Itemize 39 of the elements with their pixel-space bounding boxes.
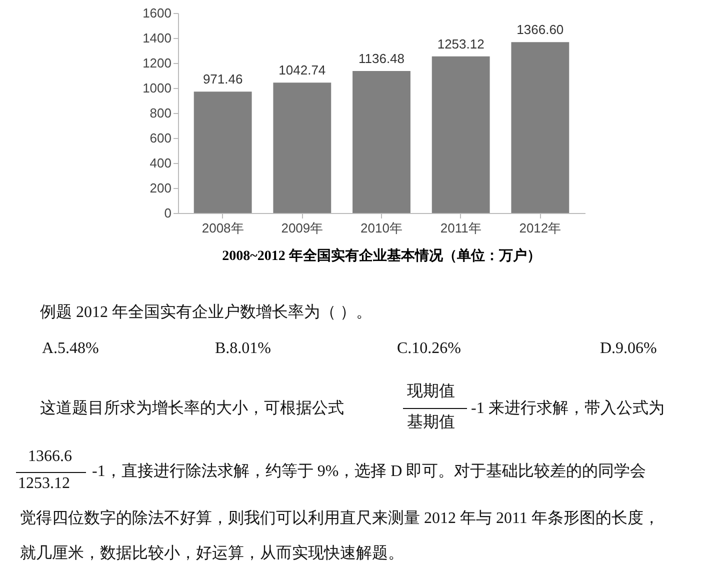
y-tick-label: 200 (150, 180, 172, 196)
text: 这道题目所求为增长率的大小，可根据公式 (40, 398, 344, 419)
text: 觉得四位数字的除法不好算，则我们可以利用直尺来测量 2012 年与 2011 年条形图的长度， (20, 508, 660, 529)
text: B.8.01% (215, 340, 271, 358)
y-tick-label: 1200 (142, 56, 172, 70)
text: -1 来进行求解，带入公式为 (471, 398, 664, 419)
text: 基期值 (407, 412, 455, 433)
text: C.10.26% (397, 340, 461, 358)
data-label: 1253.12 (437, 36, 484, 52)
text: 例题 2012 年全国实有企业户数增长率为（ ）。 (40, 302, 372, 323)
x-tick-label: 2012年 (519, 220, 562, 236)
x-tick-label: 2009年 (281, 220, 324, 236)
text: D.9.06% (600, 340, 657, 358)
x-tick-label: 2008年 (202, 220, 244, 236)
y-tick-label: 1400 (142, 30, 172, 46)
y-tick-label: 0 (164, 206, 172, 220)
bar (273, 82, 332, 213)
text: 2008~2012 年全国实有企业基本情况（单位：万户） (222, 247, 541, 264)
bar (352, 70, 410, 213)
text: 现期值 (407, 382, 455, 402)
data-label: 971.46 (202, 72, 243, 87)
data-label: 1136.48 (358, 50, 405, 66)
text: 1253.12 (18, 475, 70, 493)
y-tick-label: 400 (150, 156, 172, 170)
text: -1，直接进行除法求解，约等于 9%，选择 D 即可。对于基础比较差的的同学会 (92, 462, 646, 482)
bar (194, 92, 252, 213)
text: A.5.48% (42, 340, 99, 358)
bar (511, 42, 570, 213)
bar (432, 56, 490, 213)
y-tick-label: 800 (150, 106, 172, 120)
y-tick-label: 600 (150, 130, 172, 146)
x-tick-label: 2011年 (440, 220, 482, 236)
data-label: 1366.60 (516, 22, 564, 38)
x-tick-label: 2010年 (360, 220, 402, 236)
text: 1366.6 (28, 448, 72, 466)
y-tick-label: 1000 (142, 80, 172, 96)
data-label: 1042.74 (278, 62, 326, 78)
y-tick-label: 1600 (142, 6, 172, 20)
text: 就几厘米，数据比较小，好运算，从而实现快速解题。 (20, 544, 404, 563)
